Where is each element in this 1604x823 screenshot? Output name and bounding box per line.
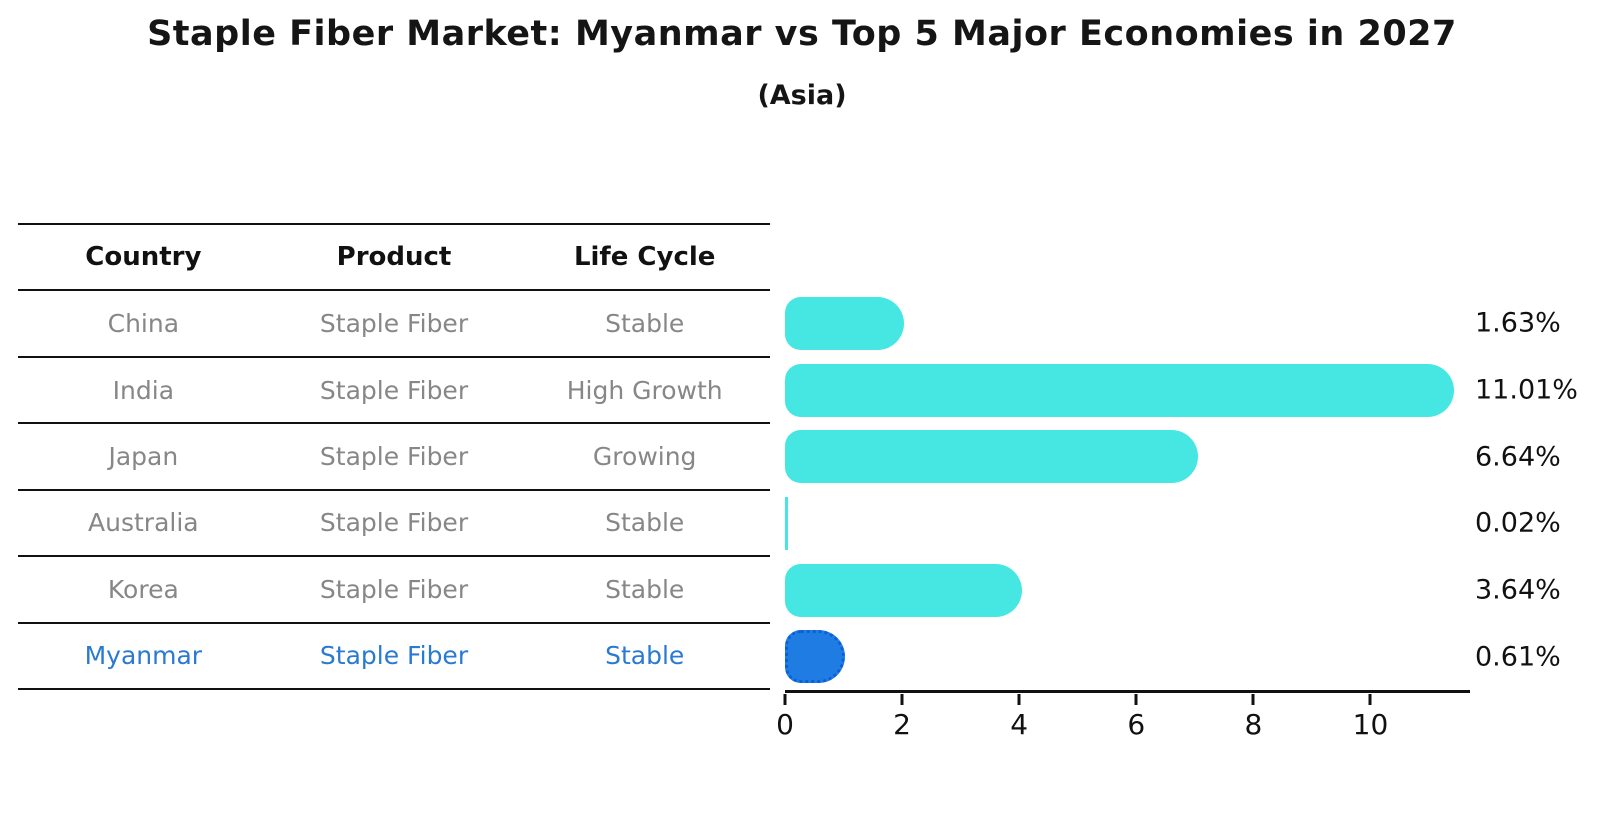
cell-product: Staple Fiber: [319, 375, 469, 405]
cell-country: Japan: [108, 441, 179, 471]
cell-life-cycle: Growing: [592, 441, 697, 471]
table-row: China Staple Fiber Stable: [18, 291, 770, 358]
bar: [785, 630, 845, 684]
column-header-life-cycle: Life Cycle: [573, 242, 716, 273]
chart-title: Staple Fiber Market: Myanmar vs Top 5 Ma…: [147, 14, 1457, 54]
table-row: Australia Staple Fiber Stable: [18, 491, 770, 558]
bar-value-label: 0.61%: [1475, 641, 1561, 673]
x-axis: 0 2 4 6 8 10: [776, 690, 1470, 741]
cell-product: Staple Fiber: [319, 309, 469, 339]
bar-row: 11.01%: [785, 357, 1578, 424]
bar-value-label: 0.02%: [1475, 507, 1561, 539]
table-row: India Staple Fiber High Growth: [18, 358, 770, 425]
cell-country: Korea: [107, 574, 179, 604]
country-table: Country Product Life Cycle China Staple …: [18, 223, 770, 690]
cell-life-cycle: High Growth: [566, 375, 723, 405]
table-header-row: Country Product Life Cycle: [18, 225, 770, 292]
cell-product: Staple Fiber: [319, 574, 469, 604]
x-axis-tick-label: 6: [1127, 708, 1146, 741]
bar-value-label: 11.01%: [1475, 374, 1578, 406]
cell-life-cycle: Stable: [605, 309, 685, 339]
bar: [785, 430, 1198, 484]
bar-value-label: 3.64%: [1475, 574, 1561, 606]
x-axis-tick: 4: [1010, 694, 1028, 741]
bar-value-label: 1.63%: [1475, 307, 1561, 339]
cell-life-cycle: Stable: [605, 574, 685, 604]
bar: [785, 563, 1023, 617]
x-axis-tick: 8: [1244, 694, 1262, 741]
cell-product: Staple Fiber: [319, 641, 469, 671]
cell-country: Myanmar: [84, 641, 203, 671]
bar-row: 6.64%: [785, 423, 1561, 490]
x-axis-tick: 0: [776, 694, 794, 741]
x-axis-tick-label: 0: [776, 708, 794, 741]
bar-plot: 1.63% 11.01% 6.64% 0.02% 3.64% 0.61% 0 2 4…: [776, 290, 1578, 741]
chart-subtitle: (Asia): [757, 80, 847, 111]
bar-row: 0.02%: [785, 490, 1561, 557]
table-row: Korea Staple Fiber Stable: [18, 557, 770, 624]
bar: [785, 363, 1454, 417]
x-axis-tick: 10: [1353, 694, 1388, 741]
cell-country: India: [112, 375, 175, 405]
bar-row: 1.63%: [785, 290, 1561, 357]
bar-row: 0.61%: [785, 623, 1561, 690]
cell-country: China: [107, 309, 180, 339]
x-axis-tick: 6: [1127, 694, 1145, 741]
x-axis-tick: 2: [893, 694, 911, 741]
x-axis-tick-label: 10: [1352, 708, 1389, 741]
bar-value-label: 6.64%: [1475, 441, 1561, 473]
bars-area: 1.63% 11.01% 6.64% 0.02% 3.64% 0.61%: [785, 290, 1578, 690]
cell-product: Staple Fiber: [319, 508, 469, 538]
table-row: Japan Staple Fiber Growing: [18, 424, 770, 491]
x-axis-tick-label: 2: [893, 708, 912, 741]
x-axis-tick-label: 8: [1244, 708, 1263, 741]
column-header-country: Country: [85, 242, 202, 273]
cell-life-cycle: Stable: [605, 641, 685, 671]
cell-life-cycle: Stable: [605, 508, 685, 538]
column-header-product: Product: [336, 242, 452, 273]
table-row: Myanmar Staple Fiber Stable: [18, 624, 770, 690]
cell-country: Australia: [88, 508, 199, 538]
bar: [785, 296, 905, 350]
x-axis-tick-label: 4: [1010, 708, 1029, 741]
cell-product: Staple Fiber: [319, 441, 469, 471]
bar-row: 3.64%: [785, 557, 1561, 624]
bar: [785, 496, 788, 550]
